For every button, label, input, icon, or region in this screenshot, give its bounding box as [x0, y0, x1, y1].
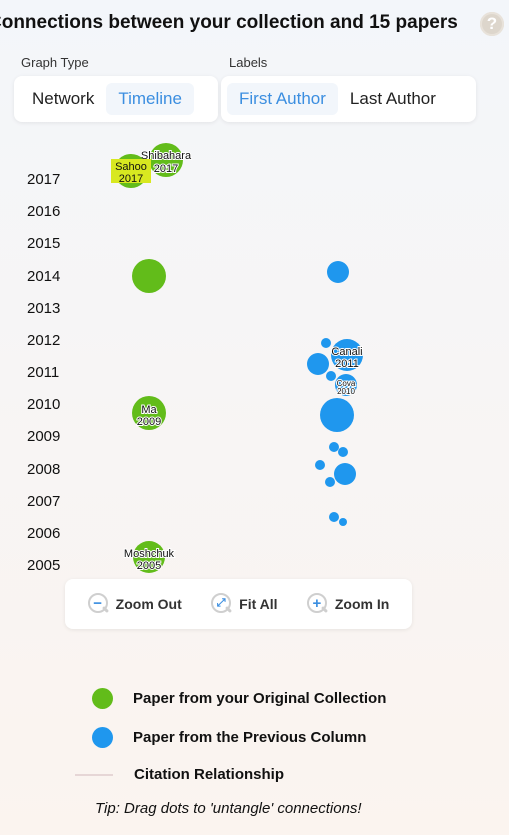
- zoom-in-label: Zoom In: [334, 596, 390, 612]
- previous-paper-node[interactable]: [334, 463, 356, 485]
- legend-citation-label: Citation Relationship: [134, 766, 284, 783]
- previous-paper-node[interactable]: [339, 518, 347, 526]
- legend-previous-label: Paper from the Previous Column: [133, 729, 367, 746]
- paper-node-author: Canali: [331, 346, 362, 358]
- paper-node-ma[interactable]: [132, 396, 166, 430]
- zoom-toolbar: − Zoom Out ⤢ Fit All + Zoom In: [65, 579, 412, 629]
- page-title: Connections between your collection and …: [0, 12, 458, 33]
- paper-node-highlight: [111, 159, 151, 183]
- paper-node-shibahara[interactable]: [149, 143, 183, 177]
- year-label: 2016: [27, 203, 61, 220]
- zoom-out-button[interactable]: − Zoom Out: [87, 593, 182, 615]
- zoom-in-icon: +: [306, 593, 329, 615]
- year-label: 2005: [27, 557, 61, 574]
- paper-node-author: Ma: [141, 404, 157, 416]
- previous-paper-node[interactable]: [327, 261, 349, 283]
- green-dot-icon: [92, 688, 113, 709]
- graph-type-network-option[interactable]: Network: [32, 89, 95, 108]
- fit-all-label: Fit All: [239, 596, 278, 612]
- paper-node-year: 2009: [137, 416, 161, 428]
- fit-all-button[interactable]: ⤢ Fit All: [211, 593, 278, 615]
- previous-paper-node[interactable]: [315, 460, 325, 470]
- year-label: 2015: [27, 235, 61, 252]
- previous-paper-node[interactable]: [307, 353, 329, 375]
- legend-original-label: Paper from your Original Collection: [133, 690, 387, 707]
- citation-line-icon: [75, 773, 113, 776]
- fit-all-icon: ⤢: [211, 593, 233, 615]
- legend-original: Paper from your Original Collection: [92, 688, 386, 709]
- graph-type-timeline-option[interactable]: Timeline: [106, 83, 194, 115]
- previous-paper-node[interactable]: [338, 447, 348, 457]
- paper-node-author: Sahoo: [115, 161, 147, 173]
- year-label: 2012: [27, 332, 61, 349]
- labels-last-author-option[interactable]: Last Author: [349, 89, 436, 108]
- labels-toggle: First Author Last Author: [221, 76, 476, 122]
- labels-label: Labels: [229, 55, 268, 70]
- year-label: 2010: [27, 396, 61, 413]
- year-label: 2017: [27, 171, 61, 188]
- paper-node-author: Shibahara: [141, 150, 192, 162]
- paper-node-moshchuk[interactable]: [133, 541, 165, 573]
- zoom-out-icon: −: [87, 593, 110, 615]
- paper-node-year: 2010: [337, 387, 355, 396]
- year-label: 2011: [27, 364, 60, 381]
- year-label: 2007: [27, 493, 61, 510]
- graph-type-label: Graph Type: [21, 55, 89, 70]
- year-label: 2014: [27, 268, 61, 285]
- previous-paper-node[interactable]: [320, 398, 354, 432]
- year-label: 2013: [27, 300, 61, 317]
- paper-node-author: Moshchuk: [124, 548, 175, 560]
- blue-dot-icon: [92, 727, 113, 748]
- paper-node-year: 2017: [154, 163, 178, 175]
- graph-type-toggle: Network Timeline: [14, 76, 218, 122]
- paper-node-year: 2017: [119, 173, 143, 185]
- paper-node-year: 2011: [335, 358, 359, 370]
- paper-node-year: 2005: [137, 560, 161, 572]
- previous-paper-node[interactable]: [325, 477, 335, 487]
- tip-text: Tip: Drag dots to 'untangle' connections…: [95, 800, 362, 817]
- timeline-graph: Shibahara 2017 Sahoo 2017 Ma 2009 Moshch…: [111, 143, 364, 573]
- zoom-out-label: Zoom Out: [115, 596, 182, 612]
- previous-paper-node-cova[interactable]: [335, 374, 357, 396]
- year-label: 2008: [27, 461, 61, 478]
- labels-first-author-option[interactable]: First Author: [227, 83, 338, 115]
- paper-node-author: Cova: [337, 379, 356, 388]
- legend-previous: Paper from the Previous Column: [92, 727, 366, 748]
- help-icon[interactable]: ?: [480, 12, 504, 36]
- previous-paper-node-canali[interactable]: [331, 339, 363, 371]
- legend-citation: Citation Relationship: [75, 766, 284, 783]
- previous-paper-node[interactable]: [329, 512, 339, 522]
- zoom-in-button[interactable]: + Zoom In: [306, 593, 390, 615]
- year-label: 2006: [27, 525, 61, 542]
- previous-paper-node[interactable]: [321, 338, 331, 348]
- previous-paper-node[interactable]: [329, 442, 339, 452]
- previous-paper-node[interactable]: [326, 371, 336, 381]
- year-label: 2009: [27, 428, 61, 445]
- paper-node[interactable]: [132, 259, 166, 293]
